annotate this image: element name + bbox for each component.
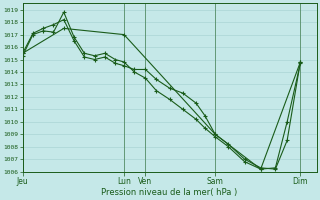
X-axis label: Pression niveau de la mer( hPa ): Pression niveau de la mer( hPa ) bbox=[101, 188, 238, 197]
